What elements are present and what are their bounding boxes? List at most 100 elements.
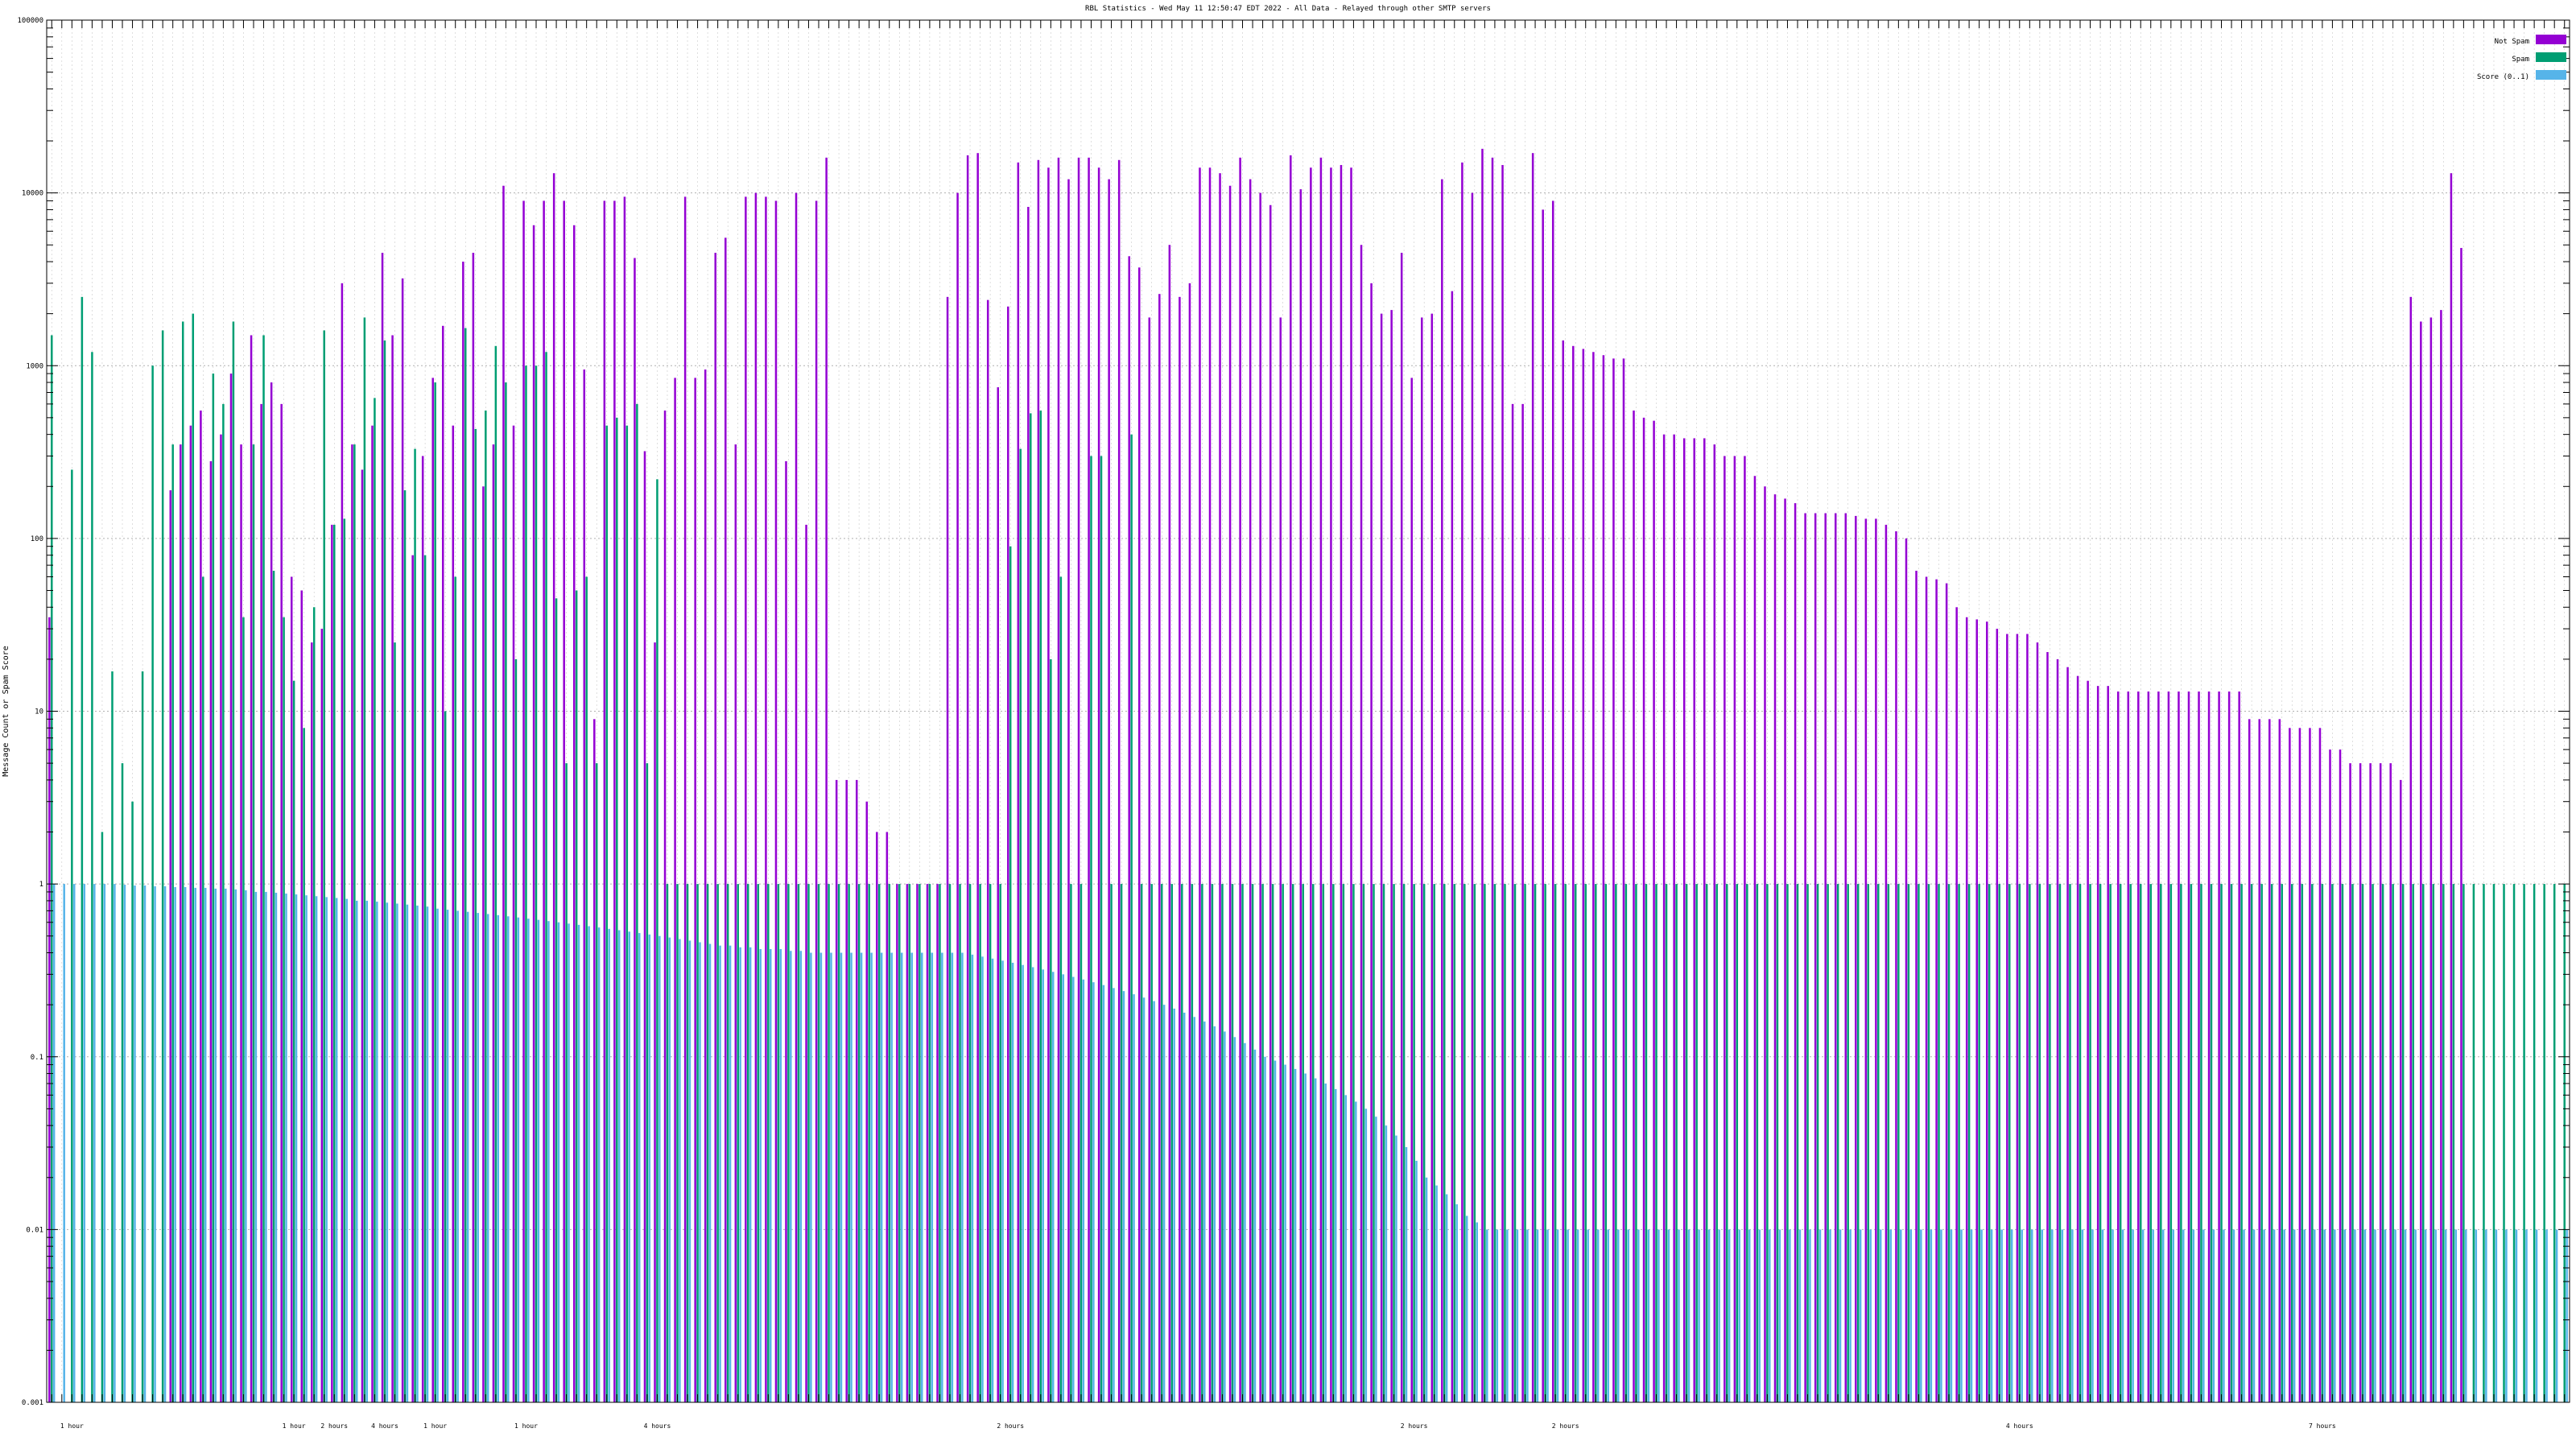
bar-spam — [686, 884, 689, 1402]
bar-not-spam — [229, 374, 233, 1403]
bar-spam — [2190, 884, 2193, 1402]
bar-spam — [1433, 884, 1435, 1402]
bar-spam — [1402, 884, 1406, 1402]
bar-score-0-1 — [2303, 1229, 2306, 1402]
bar-spam — [1282, 884, 1284, 1402]
bar-not-spam — [1602, 355, 1605, 1403]
bar-spam — [1534, 884, 1537, 1402]
bar-spam — [434, 382, 436, 1402]
bar-spam — [262, 335, 265, 1402]
bar-not-spam — [1057, 157, 1060, 1402]
bar-spam — [444, 711, 447, 1402]
bar-not-spam — [734, 444, 737, 1402]
bar-score-0-1 — [154, 886, 156, 1402]
bar-spam — [1624, 884, 1628, 1402]
bar-spam — [2200, 884, 2202, 1402]
bar-not-spam — [1088, 157, 1090, 1402]
bar-spam — [2483, 884, 2485, 1402]
y-tick-label: 0.1 — [31, 1054, 43, 1062]
bar-spam — [80, 296, 84, 1402]
bar-score-0-1 — [941, 952, 943, 1402]
bar-spam — [51, 335, 53, 1402]
bar-spam — [837, 884, 840, 1402]
bar-spam — [1039, 410, 1042, 1403]
bar-not-spam — [532, 225, 535, 1403]
bar-spam — [111, 671, 114, 1402]
bar-not-spam — [855, 779, 858, 1402]
bar-score-0-1 — [577, 924, 580, 1402]
bar-spam — [2372, 884, 2374, 1402]
bar-not-spam — [290, 576, 293, 1402]
bar-not-spam — [1471, 192, 1474, 1402]
bar-not-spam — [1844, 513, 1847, 1403]
bar-spam — [656, 479, 658, 1402]
y-tick-label: 0.001 — [22, 1399, 43, 1407]
bar-spam — [1938, 884, 1940, 1402]
bar-not-spam — [1188, 283, 1191, 1402]
bar-not-spam — [2379, 763, 2382, 1402]
bar-score-0-1 — [1789, 1229, 1791, 1402]
y-tick-label: 10000 — [22, 190, 43, 198]
bar-spam — [595, 763, 598, 1402]
bar-spam — [2038, 884, 2041, 1402]
bar-score-0-1 — [1324, 1083, 1327, 1402]
bar-spam — [545, 352, 547, 1402]
bar-not-spam — [1824, 513, 1827, 1403]
bar-score-0-1 — [1344, 1095, 1348, 1402]
bar-score-0-1 — [1162, 1005, 1166, 1402]
bar-spam — [2291, 884, 2293, 1402]
bar-score-0-1 — [396, 903, 398, 1402]
bar-not-spam — [1249, 179, 1252, 1402]
bar-spam — [71, 469, 73, 1403]
bar-score-0-1 — [2404, 1229, 2407, 1402]
bar-score-0-1 — [245, 890, 247, 1402]
bar-spam — [2452, 884, 2455, 1402]
bar-not-spam — [2429, 317, 2433, 1403]
bar-score-0-1 — [2263, 1229, 2265, 1402]
bar-not-spam — [1855, 515, 1857, 1402]
bar-not-spam — [1511, 403, 1514, 1403]
bar-spam — [625, 425, 629, 1403]
x-group-label: 2 hours — [1401, 1422, 1428, 1430]
bar-spam — [919, 884, 921, 1402]
bar-score-0-1 — [2414, 1229, 2417, 1402]
bar-not-spam — [250, 335, 253, 1402]
bar-score-0-1 — [265, 891, 267, 1402]
bar-score-0-1 — [2313, 1229, 2316, 1402]
bar-score-0-1 — [568, 923, 570, 1402]
bar-not-spam — [2349, 763, 2351, 1402]
bar-not-spam — [654, 642, 656, 1402]
bar-score-0-1 — [921, 952, 923, 1402]
bar-spam — [777, 884, 780, 1402]
bar-not-spam — [724, 237, 727, 1403]
bar-not-spam — [2046, 652, 2049, 1402]
bar-spam — [394, 642, 396, 1402]
bar-spam — [1877, 884, 1880, 1402]
bar-spam — [303, 728, 305, 1402]
bar-spam — [1685, 884, 1688, 1402]
y-axis: 0.001 0.01 0.1 1 10 100 1000 10000 100000 — [17, 17, 2570, 1407]
x-group-label: 2 hours — [320, 1422, 348, 1430]
bar-spam — [2512, 884, 2516, 1402]
bar-not-spam — [1764, 486, 1766, 1403]
bar-spam — [898, 884, 901, 1402]
bar-not-spam — [2289, 728, 2291, 1402]
legend-label: Spam — [2512, 56, 2529, 64]
bar-spam — [1564, 884, 1567, 1402]
bar-score-0-1 — [1102, 985, 1105, 1402]
bar-score-0-1 — [325, 897, 328, 1402]
bar-score-0-1 — [2091, 1229, 2094, 1402]
bar-score-0-1 — [2161, 1229, 2165, 1402]
bar-spam — [948, 884, 952, 1402]
bar-not-spam — [1137, 267, 1141, 1403]
bar-spam — [1756, 884, 1759, 1402]
bar-spam — [171, 444, 174, 1402]
bar-score-0-1 — [1314, 1078, 1317, 1402]
bar-spam — [999, 884, 1001, 1402]
bar-not-spam — [401, 278, 404, 1403]
bar-not-spam — [1179, 296, 1181, 1402]
bar-not-spam — [1310, 167, 1312, 1403]
bar-not-spam — [986, 299, 989, 1402]
bar-spam — [989, 884, 992, 1402]
bar-spam — [2553, 884, 2556, 1402]
